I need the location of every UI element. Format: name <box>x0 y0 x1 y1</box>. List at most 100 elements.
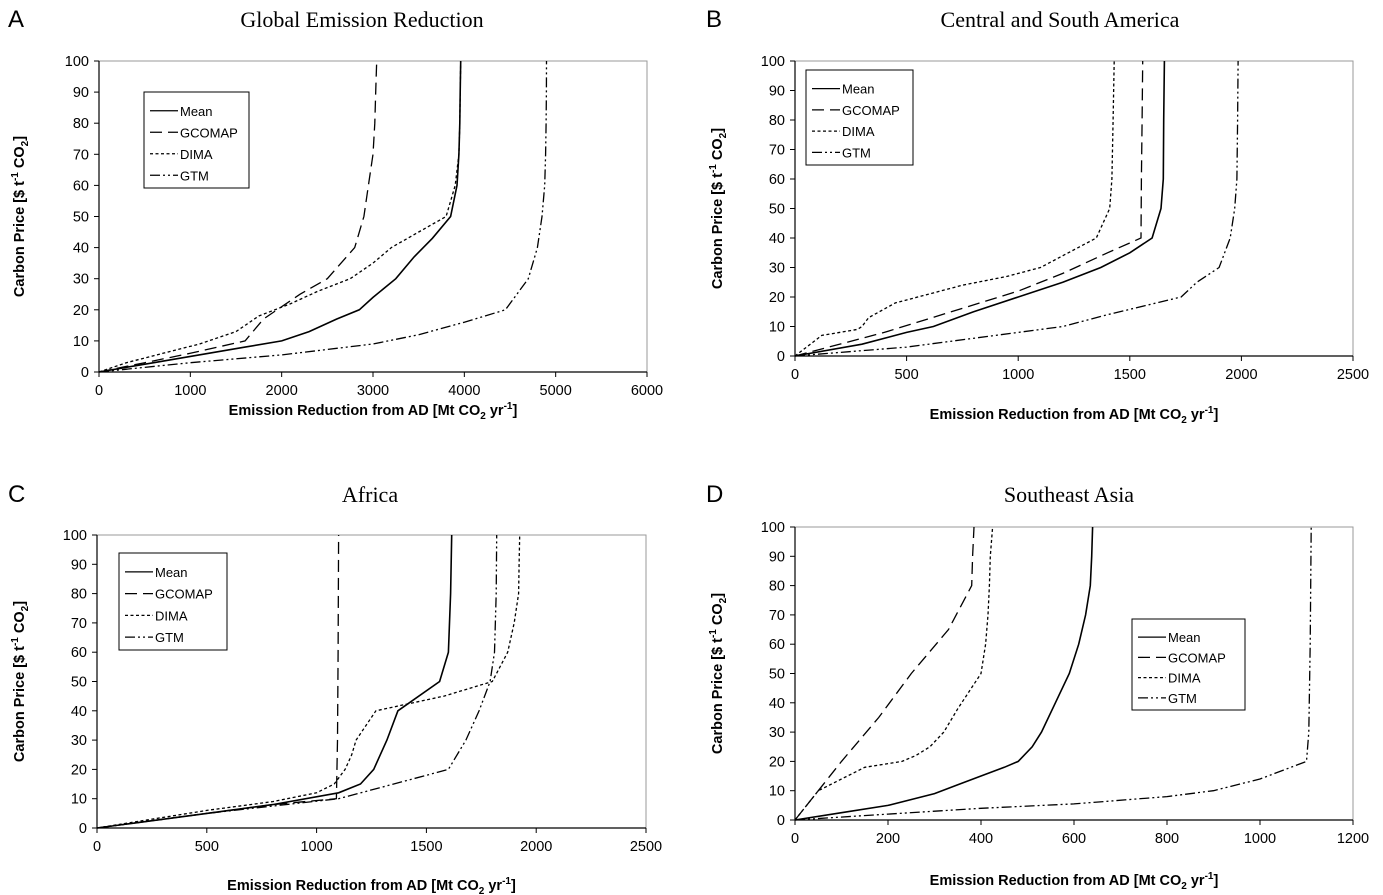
legend: Mean GCOMAP DIMA GTM <box>1131 618 1246 711</box>
series-line-gtm <box>794 60 1239 357</box>
legend: Mean GCOMAP DIMA GTM <box>118 552 228 651</box>
x-axis-label: Emission Reduction from AD [Mt CO2 yr-1] <box>930 871 1219 892</box>
y-tick-label: 80 <box>71 587 87 603</box>
y-tick-label: 60 <box>769 637 785 653</box>
x-tick-label: 5000 <box>540 383 572 399</box>
series-line-gtm <box>794 526 1312 821</box>
y-tick-label: 0 <box>777 813 785 829</box>
y-axis-label-sub: 2 <box>718 597 729 603</box>
y-tick-label: 60 <box>769 172 785 188</box>
y-tick-label: 100 <box>761 54 785 70</box>
chart-panel-central-south-america: B Central and South America01020304050607… <box>706 6 1369 426</box>
x-tick-label: 0 <box>791 367 799 383</box>
panel-letter: B <box>706 6 722 33</box>
y-tick-label: 10 <box>769 320 785 336</box>
x-tick-label: 500 <box>894 367 918 383</box>
y-axis-label-sup: -1 <box>10 172 21 181</box>
x-tick-label: 600 <box>1062 831 1086 847</box>
legend-box <box>805 69 914 166</box>
series-line-gtm <box>96 534 498 829</box>
y-tick-label: 50 <box>71 675 87 691</box>
x-axis-label-pre: Emission Reduction from AD [Mt CO <box>930 407 1182 423</box>
y-axis-label-mid: CO <box>12 146 28 172</box>
panel-letter: A <box>8 6 24 33</box>
x-axis-label-mid: yr <box>484 878 502 894</box>
y-axis-label-post: ] <box>12 601 28 606</box>
legend-label-dima: DIMA <box>1168 671 1201 686</box>
y-tick-label: 80 <box>73 116 89 132</box>
x-tick-label: 400 <box>969 831 993 847</box>
x-axis-label-post: ] <box>1213 873 1218 889</box>
y-axis-label: Carbon Price [$ t-1 CO2] <box>708 128 729 289</box>
x-tick-label: 0 <box>95 383 103 399</box>
series-line-gcomap <box>98 60 378 373</box>
y-axis-label-mid: CO <box>12 611 28 637</box>
x-tick-label: 1000 <box>174 383 206 399</box>
series-line-dima <box>98 60 462 373</box>
y-tick-label: 0 <box>777 349 785 365</box>
x-axis-label-sup: -1 <box>1205 405 1214 416</box>
x-axis-label-sub: 2 <box>480 411 486 422</box>
y-tick-label: 0 <box>81 365 89 381</box>
y-tick-label: 80 <box>769 113 785 129</box>
legend: Mean GCOMAP DIMA GTM <box>805 69 914 166</box>
y-axis-label-sub: 2 <box>20 605 31 611</box>
x-tick-label: 800 <box>1155 831 1179 847</box>
x-tick-label: 200 <box>876 831 900 847</box>
legend-label-gtm: GTM <box>180 168 209 183</box>
x-tick-label: 1500 <box>410 839 442 855</box>
y-tick-label: 70 <box>71 616 87 632</box>
x-axis-label-post: ] <box>512 403 517 419</box>
legend-label-gcomap: GCOMAP <box>180 125 238 140</box>
legend-label-dima: DIMA <box>180 147 213 162</box>
y-tick-label: 100 <box>63 528 87 544</box>
y-axis-label-post: ] <box>710 128 726 133</box>
y-tick-label: 40 <box>73 241 89 257</box>
y-axis-label-pre: Carbon Price [$ t <box>710 638 726 754</box>
y-tick-label: 20 <box>71 762 87 778</box>
x-tick-label: 2500 <box>1337 367 1369 383</box>
y-axis-label: Carbon Price [$ t-1 CO2] <box>10 136 31 297</box>
x-axis-label-sup: -1 <box>502 876 511 887</box>
y-axis-label-sub: 2 <box>20 140 31 146</box>
x-axis-label-mid: yr <box>1187 407 1205 423</box>
series-line-gcomap <box>794 60 1144 357</box>
y-tick-label: 100 <box>65 54 89 70</box>
y-tick-label: 10 <box>73 334 89 350</box>
x-tick-label: 500 <box>195 839 219 855</box>
y-tick-label: 20 <box>769 290 785 306</box>
x-axis-label-sub: 2 <box>1181 881 1187 892</box>
legend-label-gcomap: GCOMAP <box>155 587 213 602</box>
x-axis-label: Emission Reduction from AD [Mt CO2 yr-1] <box>227 876 516 895</box>
x-tick-label: 6000 <box>631 383 663 399</box>
x-axis-label-pre: Emission Reduction from AD [Mt CO <box>930 873 1182 889</box>
chart-panel-global: A Global Emission Reduction01020304050607… <box>8 6 663 422</box>
y-tick-label: 80 <box>769 579 785 595</box>
legend-box <box>118 552 228 651</box>
legend-label-mean: Mean <box>842 82 875 97</box>
y-axis-label-post: ] <box>710 593 726 598</box>
y-tick-label: 90 <box>769 549 785 565</box>
y-tick-label: 60 <box>73 178 89 194</box>
series-line-dima <box>794 526 994 821</box>
x-tick-label: 2000 <box>1225 367 1257 383</box>
y-tick-label: 90 <box>71 557 87 573</box>
y-axis-label: Carbon Price [$ t-1 CO2] <box>10 601 31 762</box>
legend-label-mean: Mean <box>155 565 188 580</box>
y-axis-label-sub: 2 <box>718 132 729 138</box>
y-axis-label-pre: Carbon Price [$ t <box>12 181 28 297</box>
legend-label-dima: DIMA <box>842 124 875 139</box>
panel-letter: D <box>706 481 723 508</box>
x-tick-label: 2500 <box>630 839 662 855</box>
y-tick-label: 30 <box>71 733 87 749</box>
series-line-gtm <box>98 60 548 373</box>
x-axis-label-sup: -1 <box>1205 871 1214 882</box>
x-tick-label: 1500 <box>1114 367 1146 383</box>
legend-label-mean: Mean <box>1168 630 1201 645</box>
y-tick-label: 10 <box>769 784 785 800</box>
y-axis-label-sup: -1 <box>10 637 21 646</box>
plot-area-frame <box>794 526 1354 821</box>
x-tick-label: 1000 <box>1244 831 1276 847</box>
x-axis-label-pre: Emission Reduction from AD [Mt CO <box>229 403 481 419</box>
